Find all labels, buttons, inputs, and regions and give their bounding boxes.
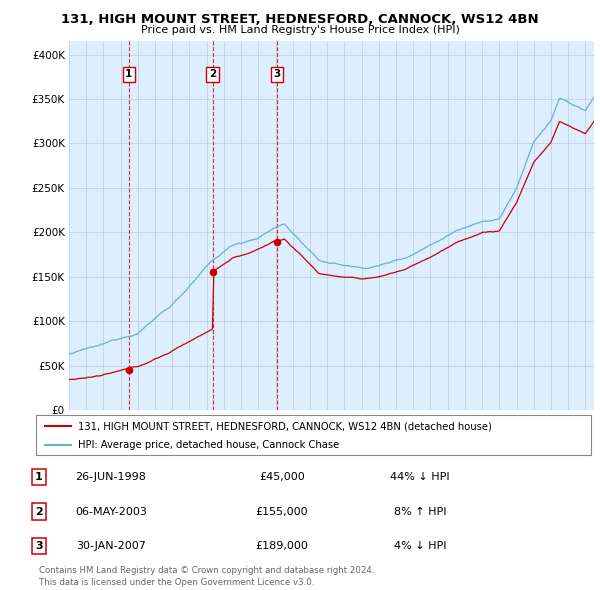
Text: Contains HM Land Registry data © Crown copyright and database right 2024.
This d: Contains HM Land Registry data © Crown c… (39, 566, 374, 587)
Text: 3: 3 (35, 541, 43, 550)
Text: 2: 2 (209, 70, 216, 80)
Text: Price paid vs. HM Land Registry's House Price Index (HPI): Price paid vs. HM Land Registry's House … (140, 25, 460, 35)
Text: 8% ↑ HPI: 8% ↑ HPI (394, 507, 446, 516)
Text: £155,000: £155,000 (256, 507, 308, 516)
Text: 4% ↓ HPI: 4% ↓ HPI (394, 541, 446, 550)
Text: 1: 1 (125, 70, 133, 80)
Text: 131, HIGH MOUNT STREET, HEDNESFORD, CANNOCK, WS12 4BN (detached house): 131, HIGH MOUNT STREET, HEDNESFORD, CANN… (77, 421, 491, 431)
Text: 30-JAN-2007: 30-JAN-2007 (76, 541, 146, 550)
Text: HPI: Average price, detached house, Cannock Chase: HPI: Average price, detached house, Cann… (77, 440, 339, 450)
Text: £189,000: £189,000 (256, 541, 308, 550)
Text: 1: 1 (35, 473, 43, 482)
Text: 06-MAY-2003: 06-MAY-2003 (75, 507, 147, 516)
Text: 26-JUN-1998: 26-JUN-1998 (76, 473, 146, 482)
Text: 2: 2 (35, 507, 43, 516)
Text: 3: 3 (274, 70, 281, 80)
Text: 131, HIGH MOUNT STREET, HEDNESFORD, CANNOCK, WS12 4BN: 131, HIGH MOUNT STREET, HEDNESFORD, CANN… (61, 13, 539, 26)
Text: 44% ↓ HPI: 44% ↓ HPI (390, 473, 450, 482)
Text: £45,000: £45,000 (259, 473, 305, 482)
